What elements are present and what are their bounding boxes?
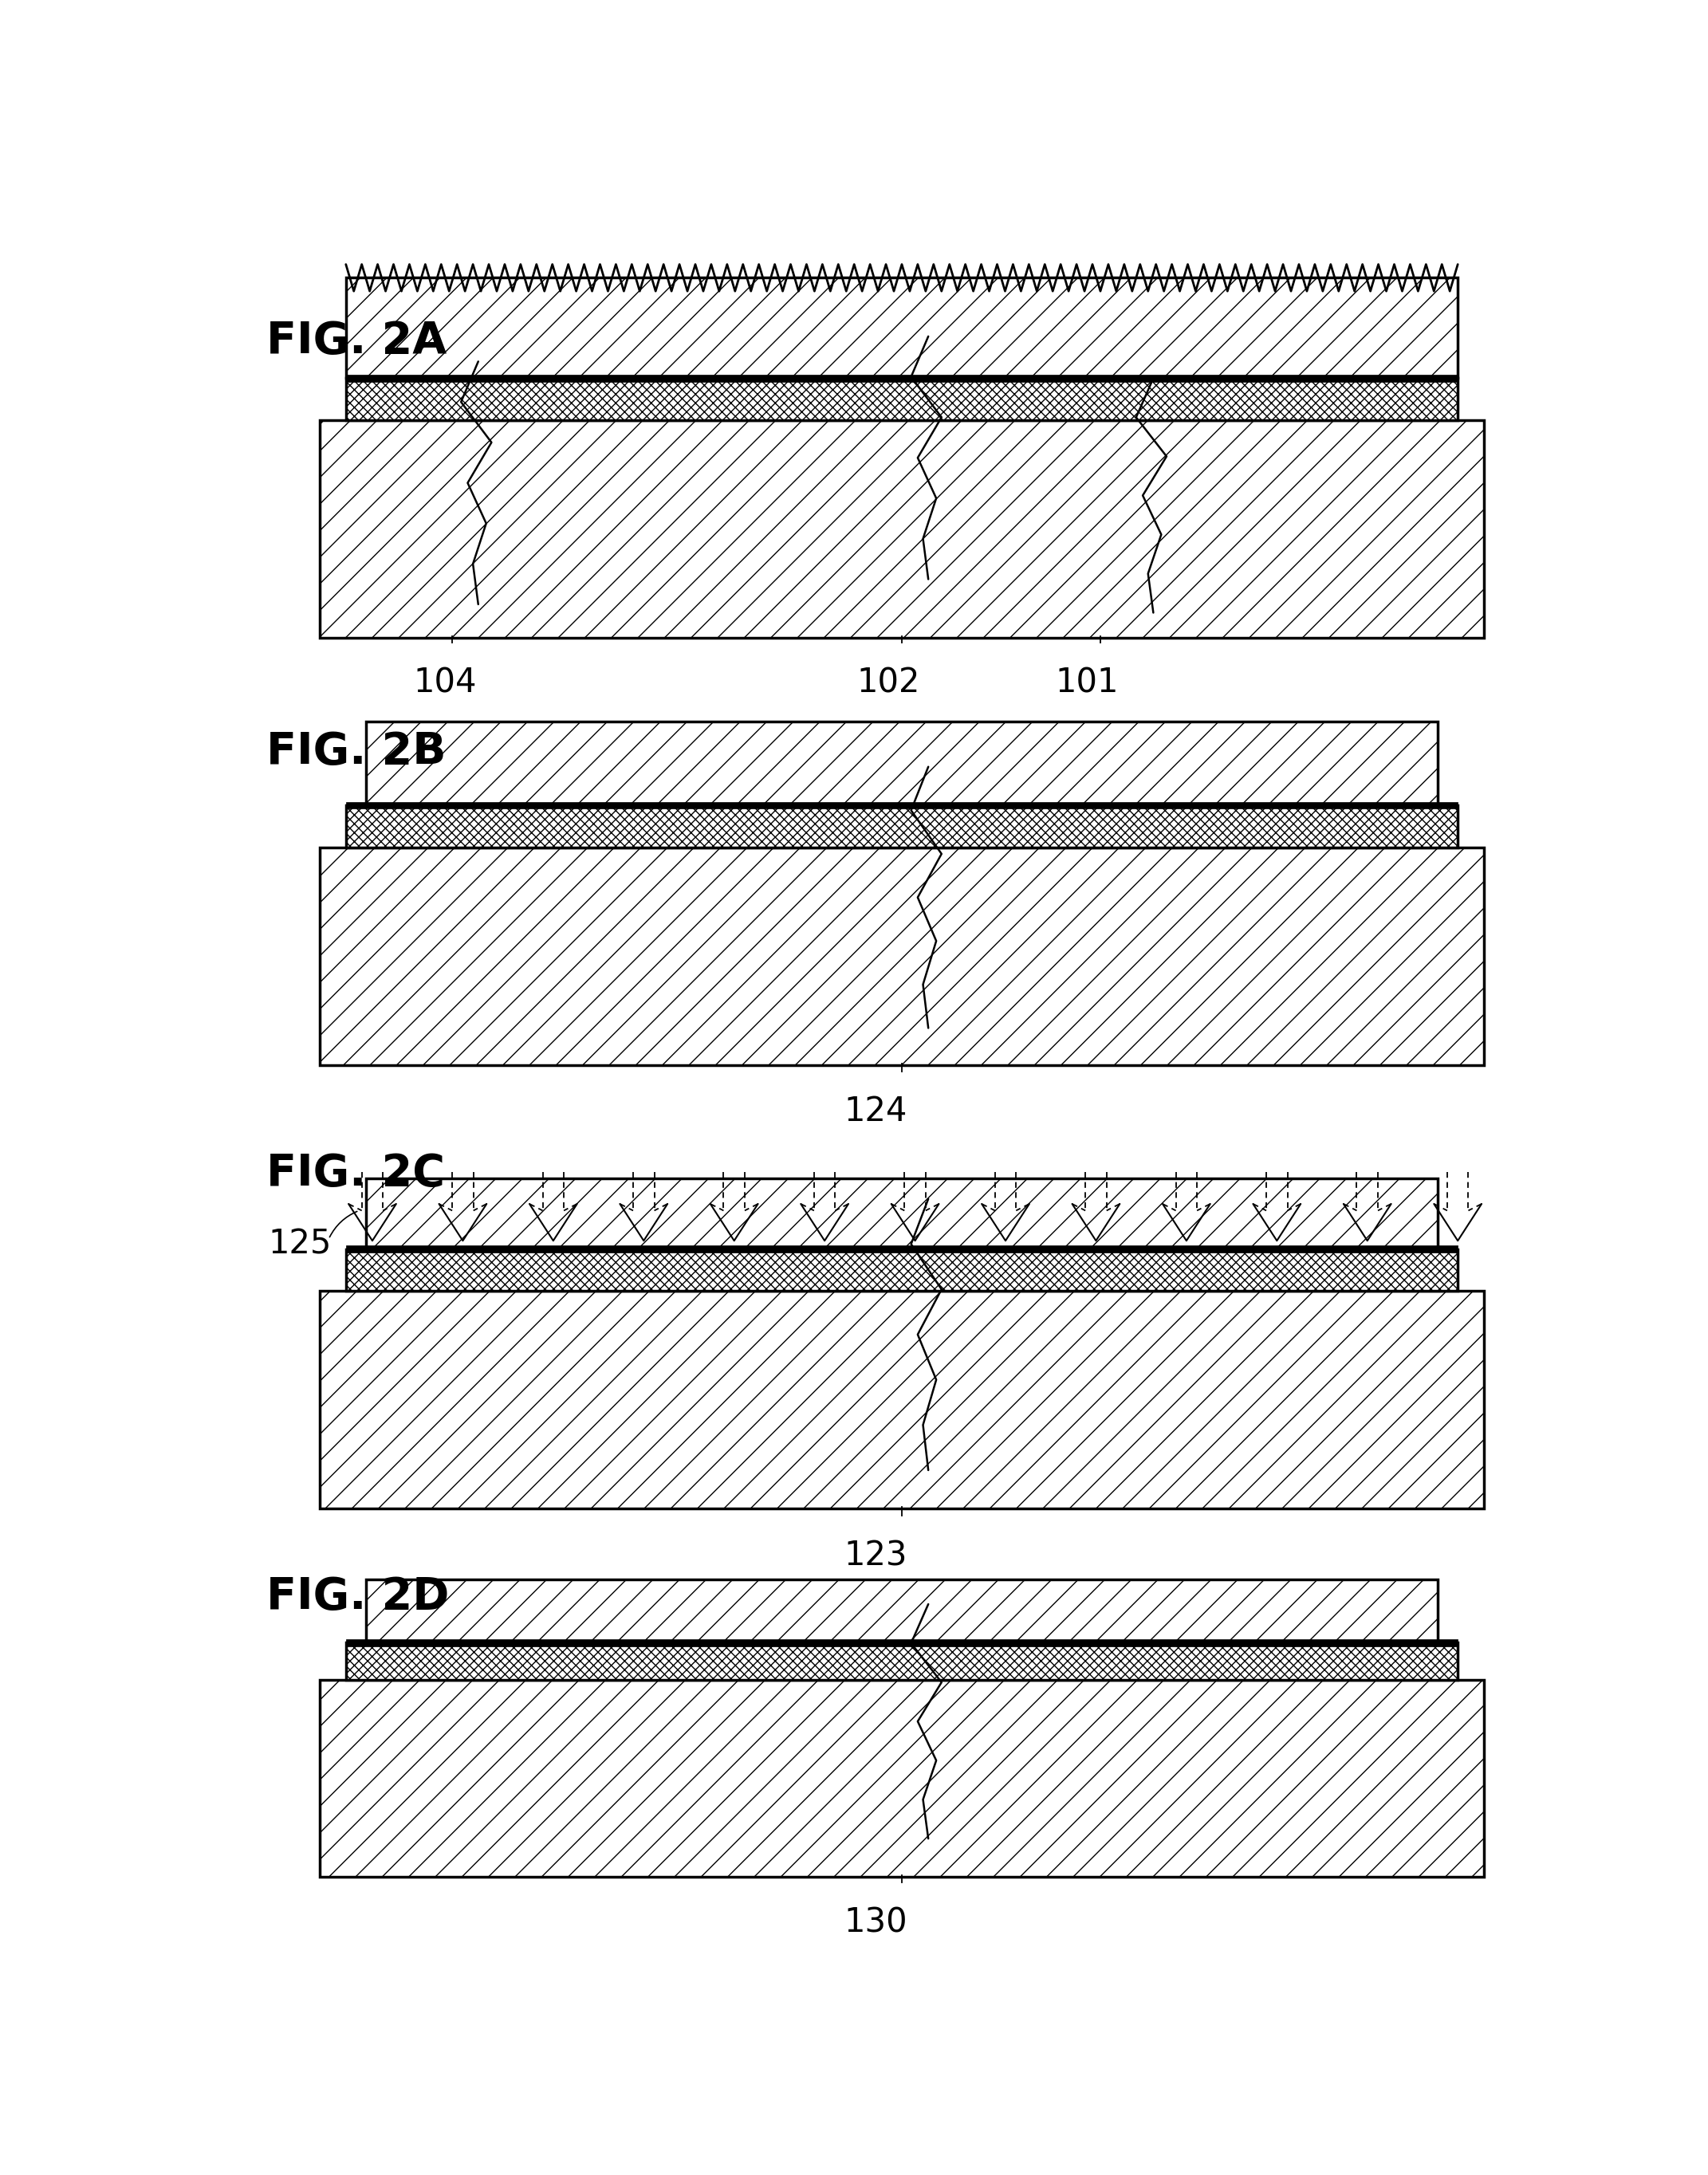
Text: 125: 125 (268, 1227, 331, 1262)
Text: 123: 123 (844, 1540, 907, 1573)
Bar (319, 1292, 1484, 1509)
Bar (319, 848, 1484, 1066)
Bar (366, 722, 1438, 805)
Bar (366, 1179, 1438, 1248)
Text: 130: 130 (844, 1905, 907, 1940)
Text: FIG. 2D: FIG. 2D (266, 1575, 449, 1618)
Bar (345, 1640, 1459, 1646)
Bar (345, 805, 1459, 848)
Bar (345, 378, 1459, 420)
Bar (345, 1246, 1459, 1253)
Text: FIG. 2B: FIG. 2B (266, 731, 446, 772)
Bar (345, 1642, 1459, 1679)
Text: FIG. 2A: FIG. 2A (266, 320, 447, 363)
Bar (319, 420, 1484, 637)
Text: FIG. 2C: FIG. 2C (266, 1153, 446, 1194)
Bar (366, 1579, 1438, 1642)
Text: 102: 102 (857, 666, 921, 700)
Text: 124: 124 (844, 1094, 907, 1129)
Bar (319, 1679, 1484, 1877)
Text: 101: 101 (1056, 666, 1119, 700)
Bar (345, 1248, 1459, 1292)
Bar (345, 803, 1459, 809)
Text: 104: 104 (413, 666, 477, 700)
Bar (345, 374, 1459, 381)
Bar (345, 278, 1459, 378)
